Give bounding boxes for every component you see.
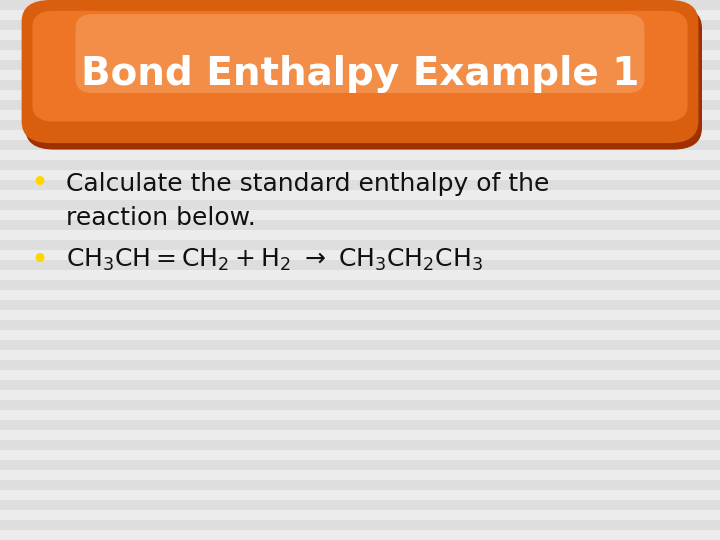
FancyBboxPatch shape — [32, 11, 688, 122]
Bar — [0, 200, 720, 210]
Bar — [0, 280, 720, 290]
Bar — [0, 80, 720, 90]
Bar — [0, 50, 720, 60]
Bar — [0, 350, 720, 360]
Bar — [0, 150, 720, 160]
Bar — [0, 180, 720, 190]
Bar — [0, 220, 720, 230]
Bar — [0, 140, 720, 150]
Bar — [0, 210, 720, 220]
Bar — [0, 450, 720, 460]
Bar — [0, 10, 720, 20]
Bar — [0, 500, 720, 510]
Text: Bond Enthalpy Example 1: Bond Enthalpy Example 1 — [81, 55, 639, 92]
Bar — [0, 300, 720, 310]
Bar — [0, 370, 720, 380]
Bar — [0, 520, 720, 530]
Bar — [0, 510, 720, 520]
Bar — [0, 460, 720, 470]
Bar — [0, 360, 720, 370]
Bar — [0, 90, 720, 100]
Bar — [0, 380, 720, 390]
Bar — [0, 270, 720, 280]
Text: •: • — [30, 169, 49, 198]
Bar — [0, 20, 720, 30]
Bar — [0, 420, 720, 430]
Bar — [0, 470, 720, 480]
Bar — [0, 110, 720, 120]
Bar — [0, 260, 720, 270]
Bar — [0, 330, 720, 340]
Bar — [0, 100, 720, 110]
Bar — [0, 30, 720, 40]
Bar — [0, 70, 720, 80]
Bar — [0, 310, 720, 320]
Bar — [0, 480, 720, 490]
FancyBboxPatch shape — [76, 14, 644, 93]
Bar — [0, 440, 720, 450]
Bar — [0, 530, 720, 540]
Bar — [0, 250, 720, 260]
FancyBboxPatch shape — [25, 6, 702, 150]
FancyBboxPatch shape — [22, 0, 698, 143]
Text: Calculate the standard enthalpy of the: Calculate the standard enthalpy of the — [66, 172, 549, 195]
Bar — [0, 130, 720, 140]
Text: •: • — [30, 246, 49, 275]
Bar — [0, 430, 720, 440]
Bar — [0, 240, 720, 250]
Bar — [0, 230, 720, 240]
Bar — [0, 400, 720, 410]
Bar — [0, 410, 720, 420]
Bar — [0, 390, 720, 400]
Bar — [0, 340, 720, 350]
Text: $\mathregular{CH_3CH{=}CH_2 + H_2\ \rightarrow\ CH_3CH_2CH_3}$: $\mathregular{CH_3CH{=}CH_2 + H_2\ \righ… — [66, 247, 483, 273]
Bar — [0, 490, 720, 500]
Bar — [0, 40, 720, 50]
Bar — [0, 190, 720, 200]
Bar — [0, 290, 720, 300]
Bar — [0, 120, 720, 130]
Text: reaction below.: reaction below. — [66, 206, 256, 230]
Bar — [0, 0, 720, 10]
Bar — [0, 160, 720, 170]
Bar — [0, 60, 720, 70]
Bar — [0, 170, 720, 180]
Bar — [0, 320, 720, 330]
